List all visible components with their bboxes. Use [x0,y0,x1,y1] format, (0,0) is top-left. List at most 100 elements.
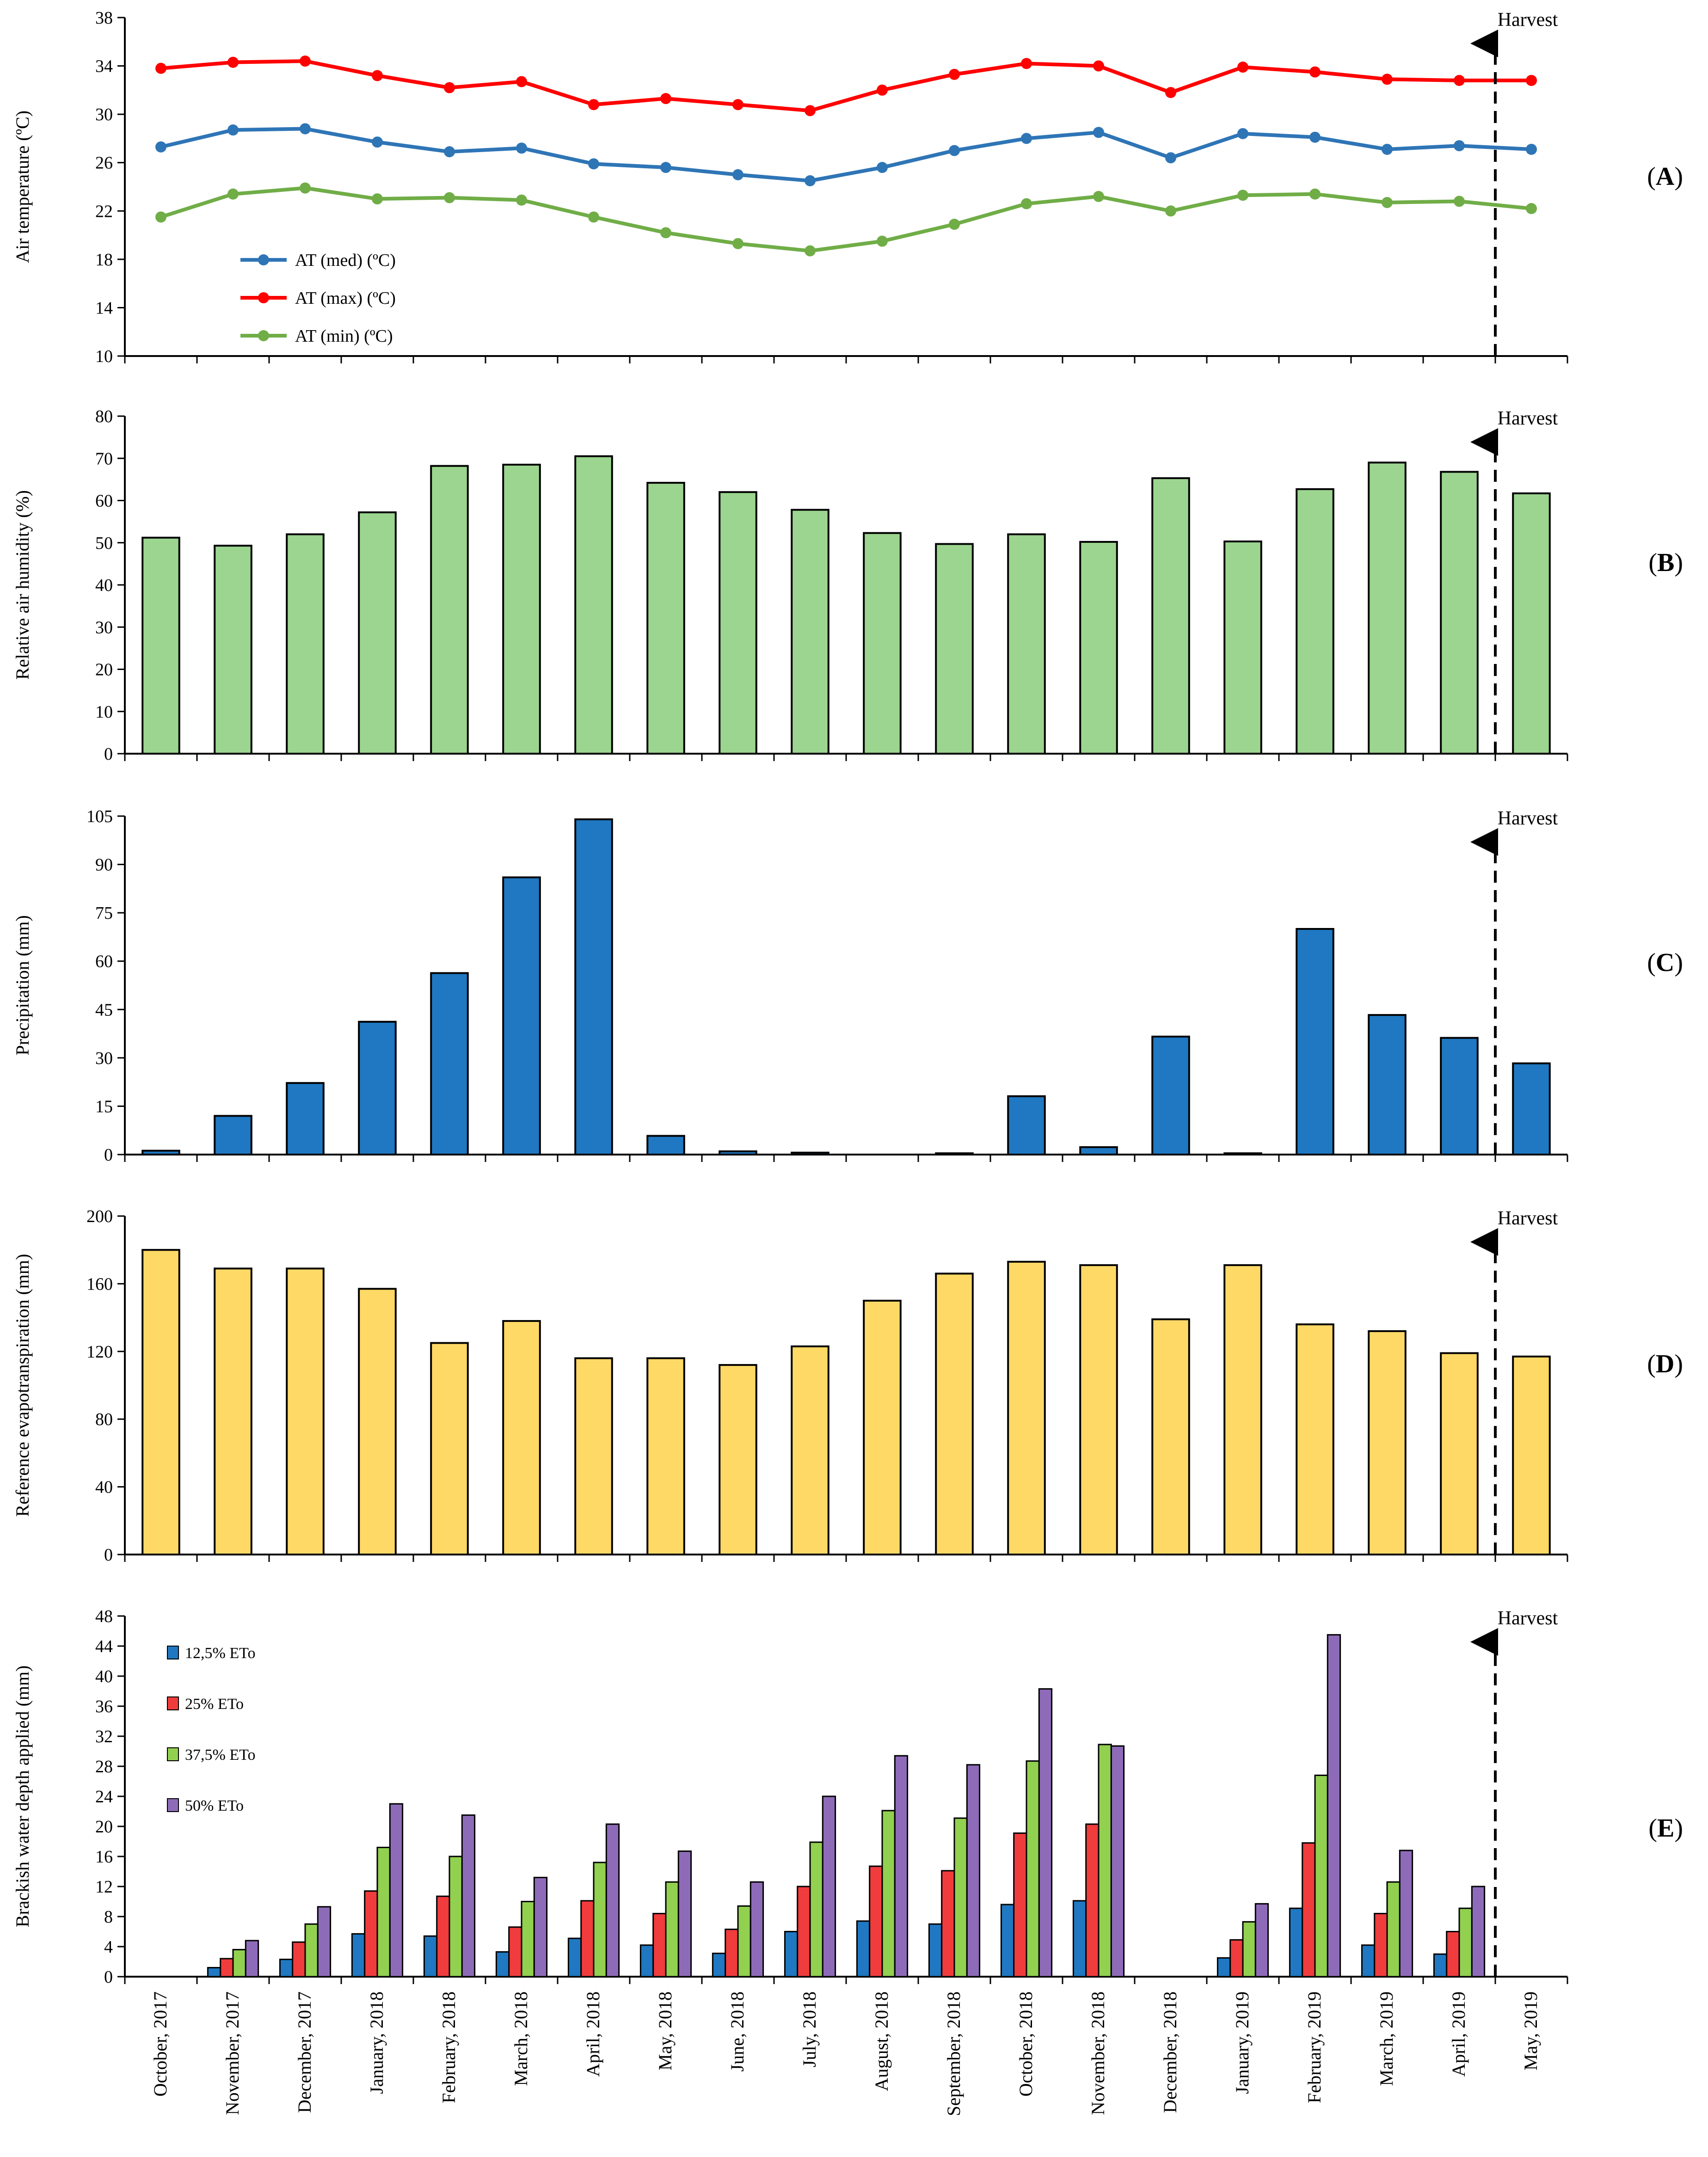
bar [1446,1931,1460,1978]
bar [286,1082,325,1156]
harvest-label: Harvest [1498,408,1558,429]
month-label: May, 2018 [655,1991,676,2071]
bar [1072,1900,1087,1978]
bar [574,818,613,1155]
data-point [588,99,599,111]
bar [286,1267,325,1555]
y-tick-label: 10 [95,702,113,722]
y-tick-label: 48 [95,1607,113,1626]
data-point [1093,191,1104,202]
bar [863,1300,902,1555]
y-tick-label: 200 [86,1207,113,1226]
bar [220,1958,234,1978]
data-point [805,175,816,186]
y-tick-label: 40 [95,576,113,595]
y-tick-label: 14 [95,298,113,318]
bar [358,1020,397,1155]
bar [1079,541,1118,755]
y-tick-label: 20 [95,1817,113,1837]
bar [436,1895,450,1978]
y-tick-label: 10 [95,347,113,366]
bar [1314,1775,1328,1978]
bar [725,1929,739,1978]
legend-label: AT (min) (ºC) [295,326,393,346]
month-label: November, 2018 [1087,1991,1108,2115]
y-tick-label: 4 [104,1937,113,1957]
bar [1512,492,1551,755]
harvest-label: Harvest [1498,1608,1558,1629]
panel-label: (B) [1648,548,1683,577]
bar [245,1940,259,1978]
y-tick-label: 16 [95,1847,113,1867]
bar [351,1933,366,1978]
data-point [1021,198,1032,209]
bar [580,1900,595,1978]
y-tick-label: 90 [95,855,113,875]
data-point [1309,188,1321,200]
y-tick-label: 40 [95,1478,113,1497]
panel-label: (C) [1647,948,1683,977]
data-point [227,124,239,136]
series-line [160,127,1532,183]
data-point [227,56,239,68]
data-point [155,211,166,223]
data-point [444,192,455,203]
y-axis-label: Brackish water depth applied (mm) [12,1665,33,1927]
bar [1440,471,1479,755]
data-point [1526,143,1537,155]
bar [1327,1634,1341,1978]
bar [1512,1062,1551,1155]
legend-label: AT (med) (ºC) [295,251,396,270]
bar [495,1951,510,1978]
data-point [300,182,311,194]
month-label: March, 2019 [1376,1991,1397,2086]
y-tick-label: 30 [95,1049,113,1068]
month-label: October, 2017 [150,1991,171,2096]
bar [207,1967,221,1978]
bar [1026,1760,1040,1978]
data-point [1454,196,1465,207]
bar [358,1288,397,1555]
bar [1079,1264,1118,1555]
bar [1151,1318,1190,1555]
data-point [1309,131,1321,143]
bar [869,1865,883,1978]
y-tick-label: 44 [95,1637,113,1656]
bar [389,1803,404,1978]
legend-swatch [167,1696,179,1710]
bar [677,1850,692,1978]
bar [784,1931,799,1978]
bar [1085,1823,1100,1978]
bar [1433,1953,1448,1978]
data-point [877,84,888,96]
bar [1440,1352,1479,1555]
month-label: January, 2018 [366,1991,387,2094]
legend-label: 12,5% ETo [185,1645,256,1662]
bar [646,482,685,755]
bar [639,1944,654,1978]
data-point [732,169,743,180]
bar [894,1755,909,1978]
legend-marker [258,330,269,341]
bar [941,1870,955,1978]
bar [279,1959,294,1978]
bar [881,1810,896,1978]
bar [822,1795,836,1978]
data-point [949,145,960,156]
bar [292,1941,306,1978]
bar [797,1886,811,1978]
y-tick-label: 30 [95,618,113,637]
bar [1229,1939,1244,1978]
bar [449,1856,463,1978]
data-point [805,245,816,257]
data-point [877,162,888,173]
data-point [516,194,527,206]
bar [1223,541,1262,755]
bar [809,1841,823,1978]
y-tick-label: 45 [95,1000,113,1020]
bar [502,876,541,1155]
bar [317,1906,332,1978]
data-point [1021,58,1032,69]
data-point [1237,61,1248,73]
